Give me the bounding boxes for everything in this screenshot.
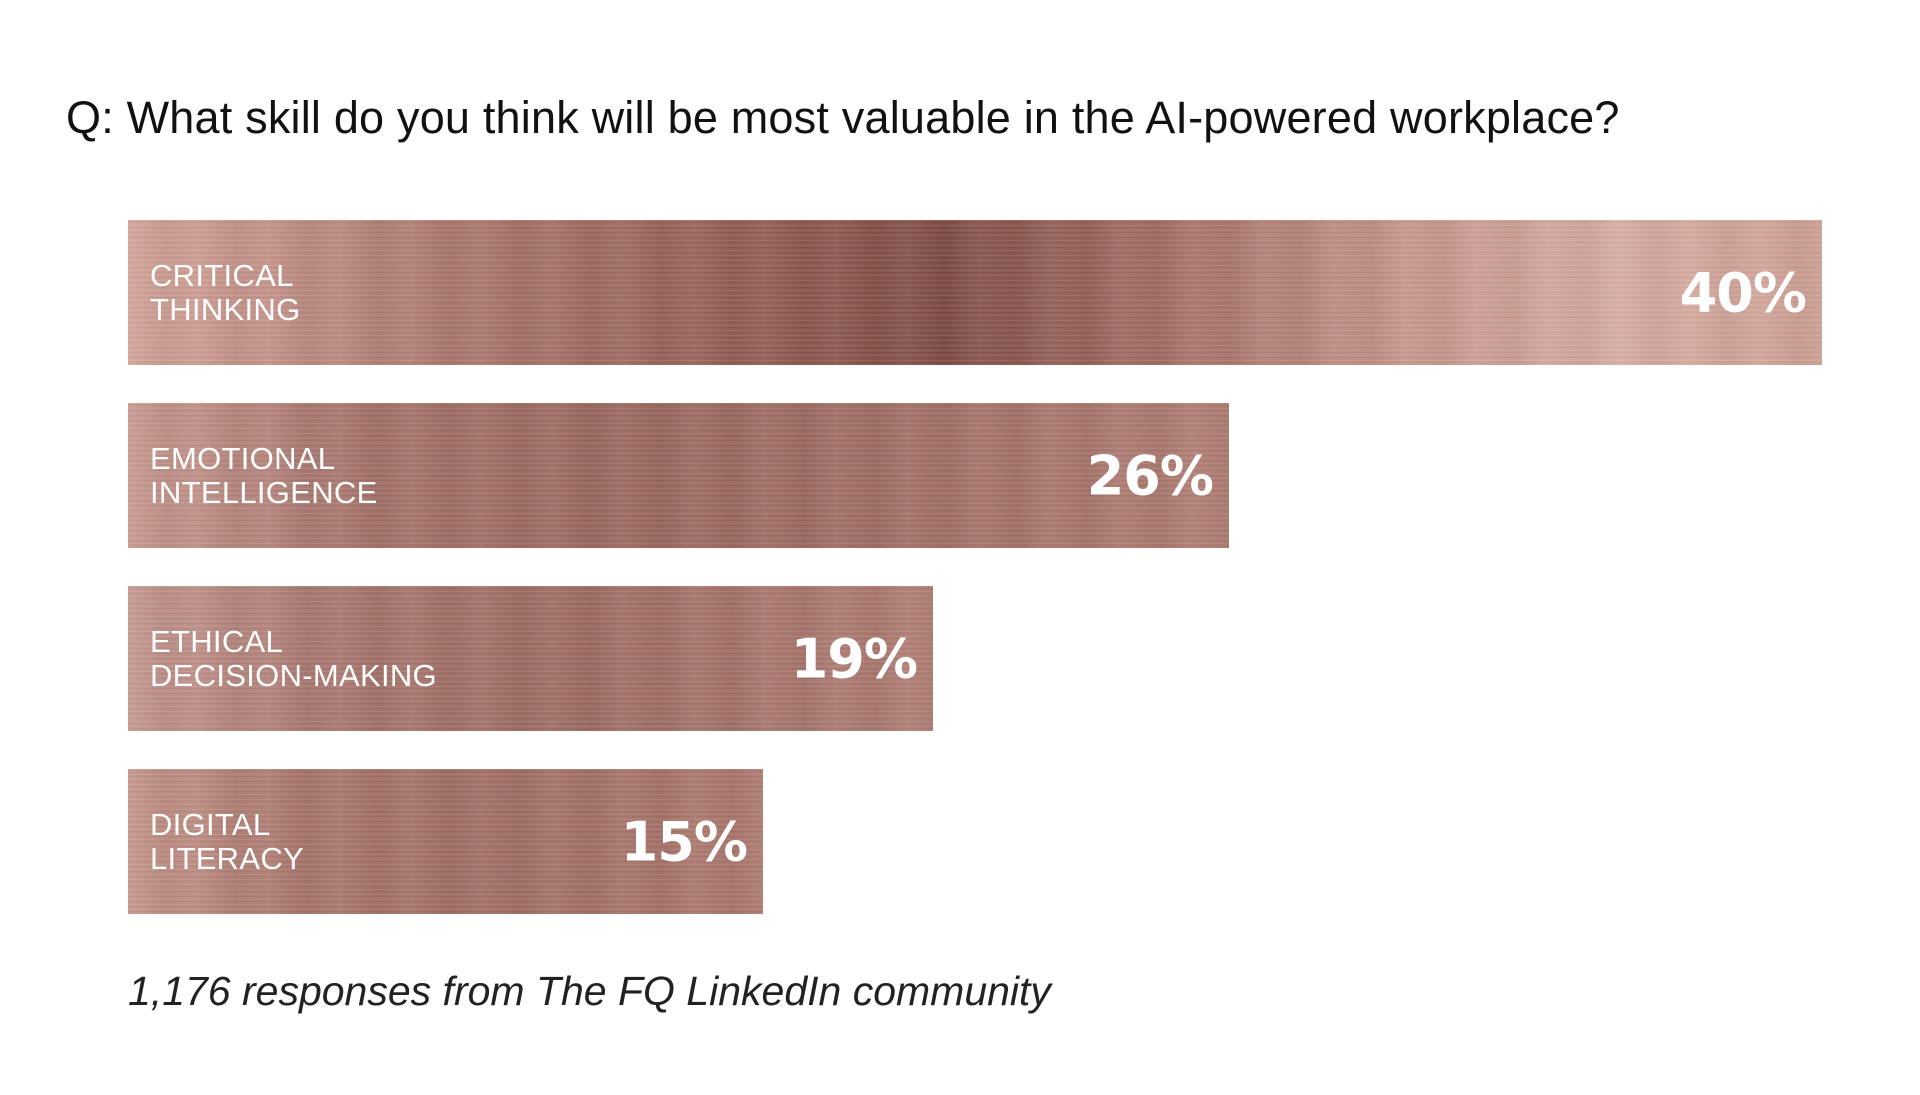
bar-label-critical-thinking: CRITICAL THINKING — [150, 257, 301, 327]
bar-emotional-intelligence: EMOTIONAL INTELLIGENCE 26% — [128, 403, 1229, 548]
bar-critical-thinking: CRITICAL THINKING 40% — [128, 220, 1822, 365]
bar-texture — [128, 220, 1822, 365]
bar-value-critical-thinking: 40% — [1679, 261, 1807, 324]
bar-value-ethical-decision-making: 19% — [790, 627, 918, 690]
bar-ethical-decision-making: ETHICAL DECISION-MAKING 19% — [128, 586, 933, 731]
bar-label-emotional-intelligence: EMOTIONAL INTELLIGENCE — [150, 440, 378, 510]
bar-value-digital-literacy: 15% — [620, 810, 748, 873]
bar-label-ethical-decision-making: ETHICAL DECISION-MAKING — [150, 623, 437, 693]
bar-digital-literacy: DIGITAL LITERACY 15% — [128, 769, 763, 914]
chart-title: Q: What skill do you think will be most … — [66, 92, 1620, 143]
responses-footnote: 1,176 responses from The FQ LinkedIn com… — [128, 968, 1051, 1014]
bar-chart: CRITICAL THINKING 40% EMOTIONAL INTELLIGEN… — [128, 220, 1822, 914]
bar-value-emotional-intelligence: 26% — [1086, 444, 1214, 507]
bar-label-digital-literacy: DIGITAL LITERACY — [150, 806, 304, 876]
